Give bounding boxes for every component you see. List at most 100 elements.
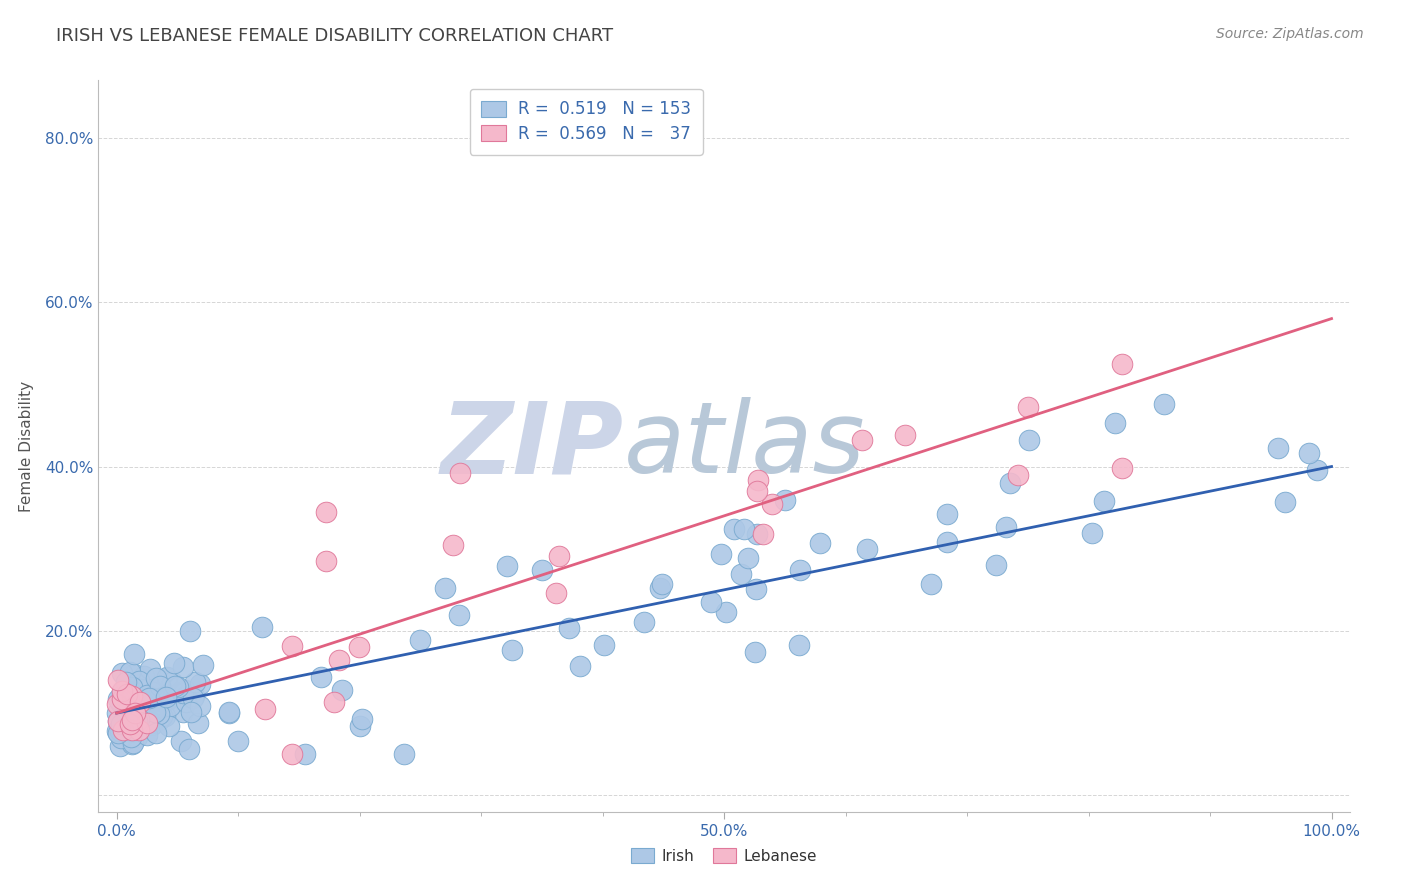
Point	[995, 519, 1018, 533]
Point	[135, 715, 157, 730]
Point	[114, 701, 136, 715]
Point	[984, 558, 1007, 572]
Point	[183, 690, 205, 705]
Point	[893, 427, 915, 442]
Point	[138, 662, 160, 676]
Point	[155, 690, 177, 704]
Point	[136, 688, 159, 702]
Point	[159, 698, 181, 713]
Point	[107, 725, 129, 739]
Point	[149, 679, 172, 693]
Text: Source: ZipAtlas.com: Source: ZipAtlas.com	[1216, 27, 1364, 41]
Point	[1081, 525, 1104, 540]
Point	[648, 582, 671, 596]
Point	[162, 675, 184, 690]
Point	[134, 669, 156, 683]
Point	[723, 522, 745, 536]
Point	[107, 714, 129, 729]
Point	[530, 563, 553, 577]
Point	[761, 497, 783, 511]
Point	[111, 692, 134, 706]
Point	[309, 670, 332, 684]
Point	[1111, 358, 1133, 372]
Point	[193, 658, 215, 673]
Point	[546, 585, 568, 599]
Point	[179, 624, 201, 638]
Point	[121, 737, 143, 751]
Point	[107, 673, 129, 688]
Point	[752, 526, 775, 541]
Point	[167, 680, 190, 694]
Point	[730, 566, 752, 581]
Point	[128, 713, 150, 727]
Point	[188, 676, 211, 690]
Point	[1104, 417, 1126, 431]
Point	[1094, 494, 1116, 508]
Point	[322, 695, 344, 709]
Point	[294, 747, 316, 762]
Point	[152, 691, 174, 706]
Point	[737, 551, 759, 566]
Point	[568, 658, 591, 673]
Point	[125, 696, 148, 710]
Point	[280, 639, 302, 653]
Point	[733, 522, 755, 536]
Point	[593, 638, 616, 652]
Point	[179, 742, 201, 756]
Point	[122, 736, 145, 750]
Point	[143, 706, 166, 720]
Point	[121, 700, 143, 714]
Point	[441, 538, 464, 552]
Point	[187, 715, 209, 730]
Point	[122, 647, 145, 661]
Point	[108, 695, 131, 709]
Point	[172, 686, 194, 700]
Point	[558, 621, 581, 635]
Point	[998, 475, 1021, 490]
Point	[121, 724, 143, 739]
Point	[700, 595, 723, 609]
Point	[128, 695, 150, 709]
Point	[449, 466, 471, 480]
Point	[110, 717, 132, 731]
Point	[495, 558, 517, 573]
Point	[122, 666, 145, 681]
Point	[108, 739, 131, 753]
Point	[121, 680, 143, 694]
Point	[141, 693, 163, 707]
Point	[117, 680, 139, 694]
Point	[127, 690, 149, 705]
Point	[111, 684, 134, 698]
Text: atlas: atlas	[624, 398, 866, 494]
Point	[170, 734, 193, 748]
Point	[394, 747, 416, 762]
Point	[920, 576, 942, 591]
Point	[250, 620, 273, 634]
Point	[117, 687, 139, 701]
Point	[120, 718, 142, 732]
Point	[120, 717, 142, 731]
Point	[121, 713, 143, 727]
Point	[745, 526, 768, 541]
Point	[744, 645, 766, 659]
Point	[146, 693, 169, 707]
Point	[162, 656, 184, 670]
Point	[155, 693, 177, 707]
Point	[1017, 400, 1039, 414]
Point	[936, 535, 959, 549]
Point	[138, 690, 160, 705]
Point	[115, 689, 138, 703]
Point	[120, 684, 142, 698]
Point	[148, 713, 170, 727]
Point	[110, 689, 132, 703]
Point	[110, 714, 132, 728]
Point	[188, 699, 211, 714]
Point	[172, 705, 194, 719]
Point	[128, 695, 150, 709]
Point	[120, 730, 142, 744]
Point	[105, 706, 128, 720]
Point	[111, 665, 134, 680]
Point	[141, 716, 163, 731]
Point	[115, 706, 138, 721]
Point	[633, 615, 655, 630]
